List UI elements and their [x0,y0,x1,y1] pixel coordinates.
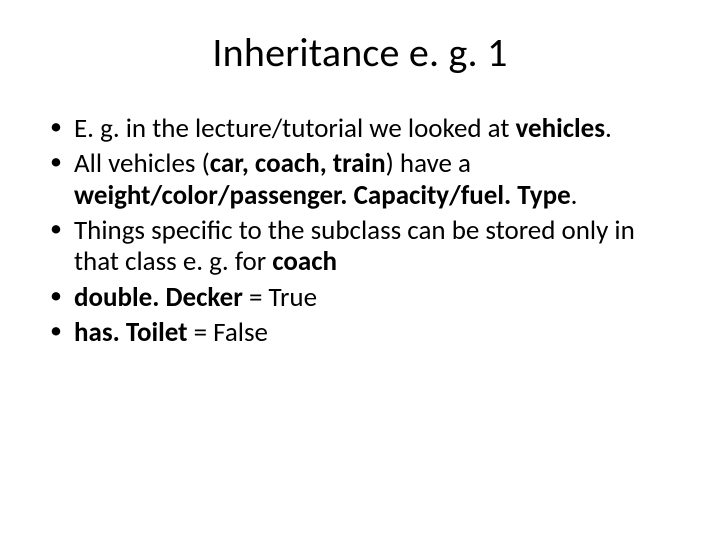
text-run-bold: weight/color/passenger. Capacity/fuel. T… [74,179,571,212]
text-run: = False [187,316,267,349]
text-run: All vehicles ( [74,147,210,180]
text-run: ) have a [386,147,471,180]
text-run: E. g. in the lecture/tutorial we looked … [74,112,516,145]
list-item: Things specific to the subclass can be s… [46,215,674,278]
text-run: Things specific to the subclass can be s… [74,214,635,278]
text-run-bold: vehicles [516,112,606,145]
text-run: . [571,179,578,212]
text-run-bold: double. Decker [74,281,243,314]
list-item: has. Toilet = False [46,317,674,348]
slide: Inheritance e. g. 1 E. g. in the lecture… [0,0,720,540]
text-run-bold: has. Toilet [74,316,187,349]
slide-title: Inheritance e. g. 1 [40,28,680,77]
bullet-list: E. g. in the lecture/tutorial we looked … [40,113,680,348]
list-item: E. g. in the lecture/tutorial we looked … [46,113,674,144]
text-run-bold: coach [272,245,337,278]
text-run-bold: car, coach, train [210,147,386,180]
list-item: All vehicles (car, coach, train) have a … [46,148,674,211]
text-run: . [605,112,612,145]
text-run: = True [243,281,317,314]
list-item: double. Decker = True [46,282,674,313]
